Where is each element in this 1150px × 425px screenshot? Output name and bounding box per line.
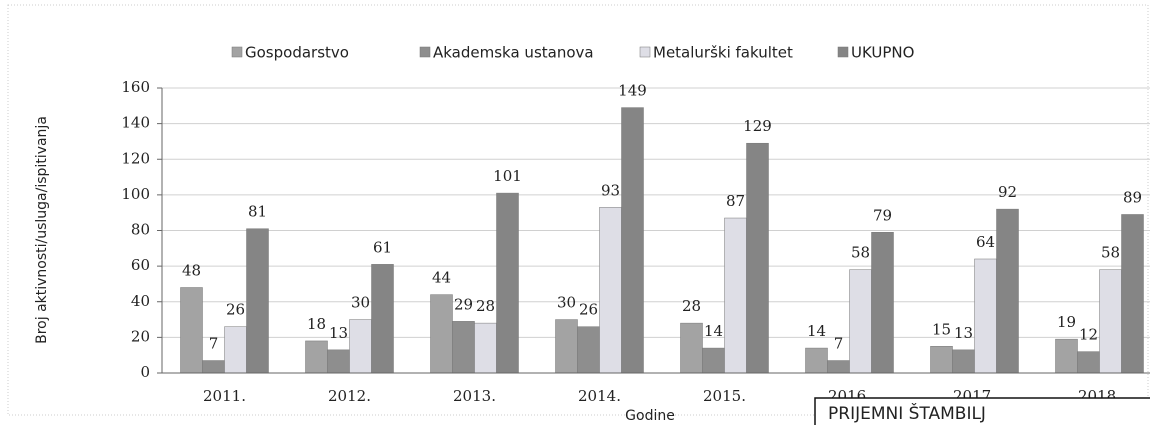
bar: [952, 349, 975, 374]
legend-swatch: [837, 46, 849, 58]
bar: [599, 207, 622, 374]
data-label: 29: [454, 295, 473, 313]
bar: [996, 208, 1019, 374]
legend-label: Gospodarstvo: [245, 44, 349, 62]
bar: [724, 217, 747, 374]
bar: [702, 347, 725, 374]
data-label: 87: [726, 192, 745, 210]
bar: [327, 349, 350, 374]
bar: [930, 346, 953, 374]
data-label: 101: [493, 167, 522, 185]
data-label: 48: [182, 262, 201, 280]
bar: [1121, 214, 1144, 374]
y-tick-label: 80: [131, 221, 150, 239]
bar: [496, 192, 519, 374]
frame: [7, 4, 1149, 416]
bar: [246, 228, 269, 374]
data-label: 15: [932, 320, 951, 338]
y-tick-label: 160: [121, 78, 150, 96]
data-label: 129: [743, 117, 772, 135]
bar: [680, 322, 703, 374]
data-label: 89: [1123, 188, 1142, 206]
bar: [849, 269, 872, 374]
data-label: 7: [834, 335, 844, 353]
bar: [371, 264, 394, 374]
x-tick-label: 2012.: [328, 387, 371, 405]
data-label: 58: [1101, 244, 1120, 262]
bar: [827, 360, 850, 374]
data-label: 81: [248, 203, 267, 221]
bar: [1055, 338, 1078, 374]
bar: [974, 258, 997, 374]
data-label: 61: [373, 238, 392, 256]
y-tick-label: 20: [131, 327, 150, 345]
data-label: 26: [226, 301, 245, 319]
y-tick-label: 60: [131, 256, 150, 274]
data-label: 93: [601, 181, 620, 199]
data-label: 18: [307, 315, 326, 333]
bar: [577, 326, 600, 374]
x-tick-label: 2011.: [203, 387, 246, 405]
data-label: 28: [682, 297, 701, 315]
data-label: 13: [954, 324, 973, 342]
data-label: 13: [329, 324, 348, 342]
data-label: 7: [209, 335, 219, 353]
stamp-text: PRIJEMNI ŠTAMBILJ: [828, 402, 986, 424]
bar: [430, 294, 453, 374]
x-tick-label: 2015.: [703, 387, 746, 405]
data-label: 26: [579, 301, 598, 319]
bar: [305, 340, 328, 374]
bar: [224, 326, 247, 374]
data-label: 64: [976, 233, 995, 251]
data-label: 14: [807, 322, 826, 340]
bar: [1077, 351, 1100, 374]
x-axis-label: Godine: [625, 408, 675, 424]
legend-label: UKUPNO: [851, 44, 914, 62]
y-tick-label: 120: [121, 149, 150, 167]
legend-swatch: [419, 46, 431, 58]
data-label: 58: [851, 244, 870, 262]
bar: [871, 232, 894, 374]
bar: [1099, 269, 1122, 374]
bar: [180, 287, 203, 374]
legend-swatch: [639, 46, 651, 58]
bar: [621, 107, 644, 374]
data-label: 28: [476, 297, 495, 315]
bar: [202, 360, 225, 374]
y-tick-label: 0: [140, 363, 150, 381]
legend-label: Akademska ustanova: [433, 44, 594, 62]
y-axis-label: Broj aktivnosti/usluga/ispitivanja: [34, 116, 50, 344]
stamp-box: [814, 397, 1150, 425]
data-label: 79: [873, 206, 892, 224]
bar: [452, 321, 475, 374]
y-tick-label: 40: [131, 292, 150, 310]
bar: [474, 322, 497, 374]
data-label: 30: [351, 294, 370, 312]
data-label: 92: [998, 183, 1017, 201]
y-tick-label: 140: [121, 114, 150, 132]
bar: [555, 319, 578, 374]
data-label: 14: [704, 322, 723, 340]
data-label: 149: [618, 82, 647, 100]
x-tick-label: 2013.: [453, 387, 496, 405]
data-label: 44: [432, 269, 451, 287]
data-label: 30: [557, 294, 576, 312]
data-label: 19: [1057, 313, 1076, 331]
bar: [746, 142, 769, 374]
bar: [805, 347, 828, 374]
legend-label: Metalurški fakultet: [653, 44, 793, 62]
data-label: 12: [1079, 326, 1098, 344]
bar: [349, 319, 372, 374]
y-tick-label: 100: [121, 185, 150, 203]
x-tick-label: 2014.: [578, 387, 621, 405]
legend-swatch: [231, 46, 243, 58]
